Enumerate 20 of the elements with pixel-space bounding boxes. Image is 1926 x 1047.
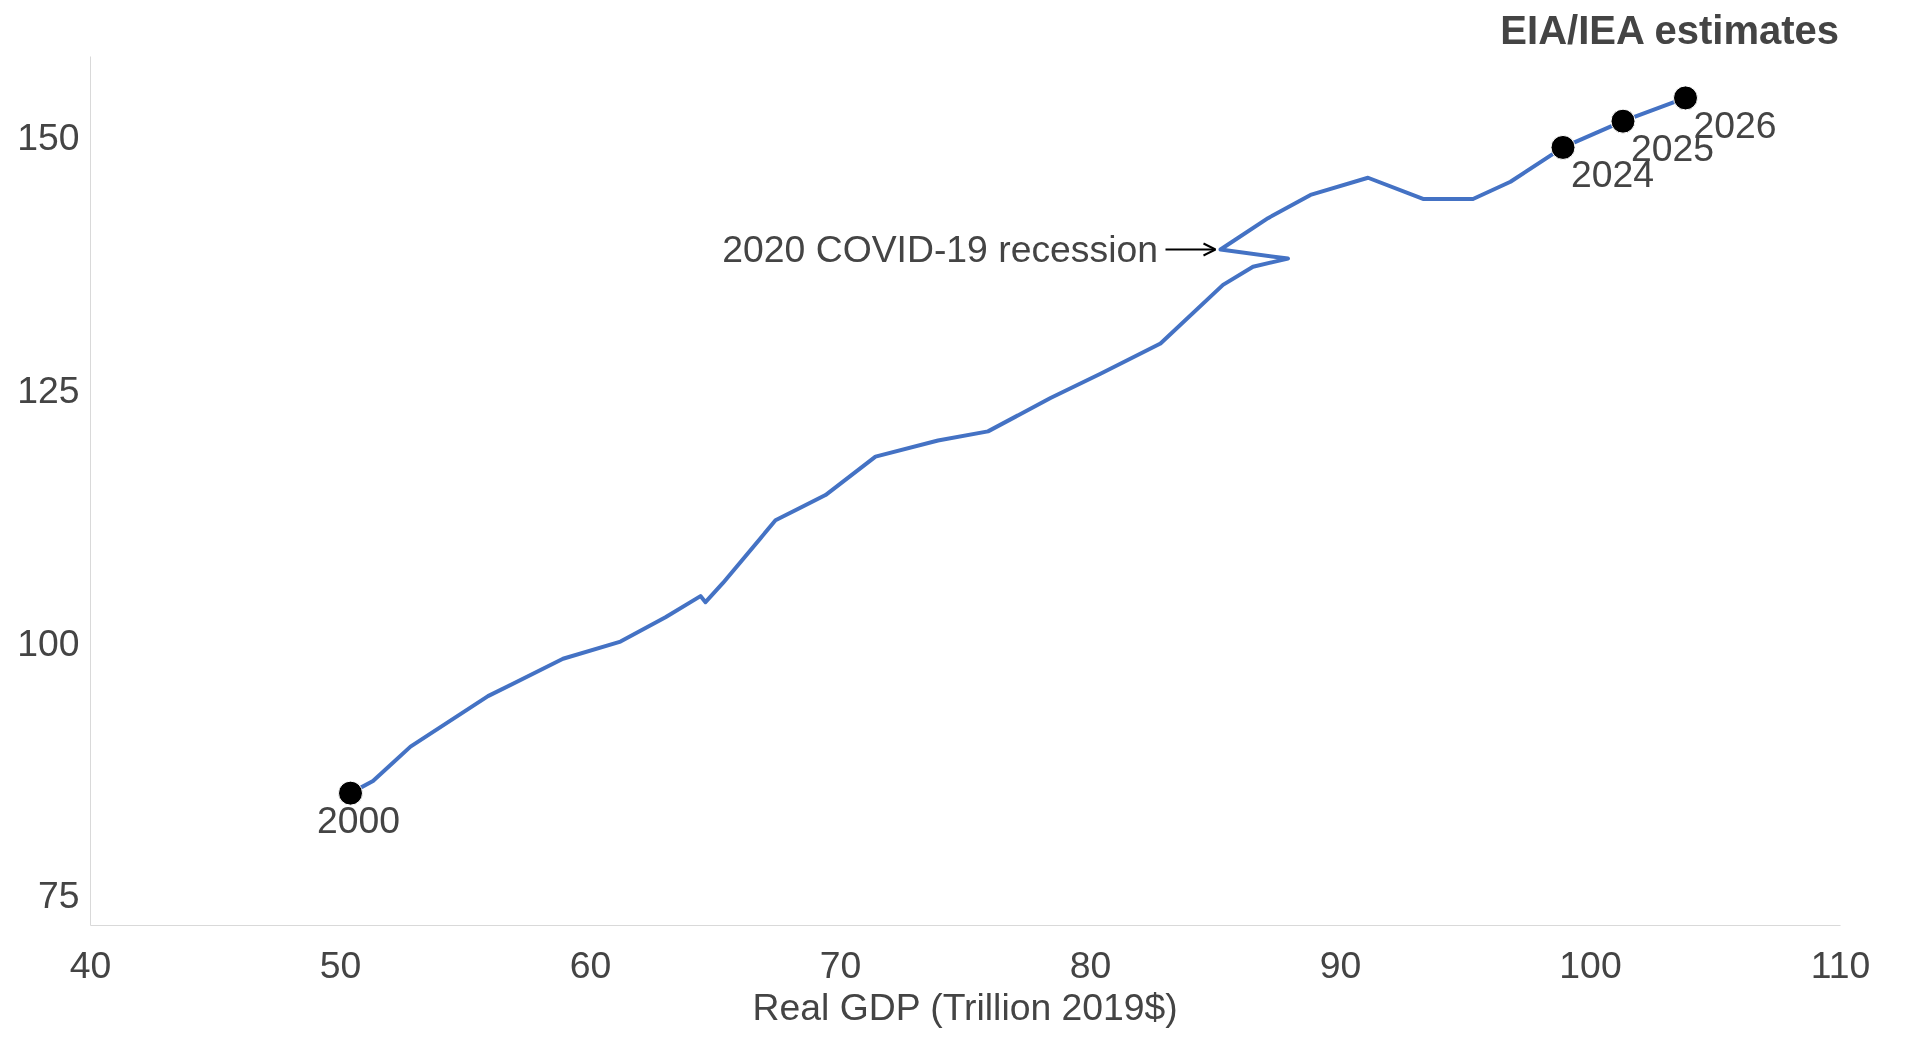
point	[1673, 85, 1698, 111]
x-tick-label: 100	[1559, 943, 1622, 986]
x-tick-label: 90	[1319, 943, 1362, 986]
y-tick-label: 150	[17, 116, 80, 159]
point	[1550, 134, 1576, 160]
chart-title: EIA/IEA estimates	[1500, 7, 1840, 52]
point	[1610, 108, 1636, 134]
x-tick-label: 110	[1810, 943, 1871, 986]
x-tick-label: 50	[319, 943, 362, 986]
x-axis-title: Real GDP (Trillion 2019$)	[752, 985, 1178, 1028]
point	[338, 780, 363, 806]
y-tick-label: 125	[17, 368, 80, 411]
x-tick-label: 60	[569, 943, 612, 986]
y-tick-label: 100	[17, 621, 80, 664]
y-tick-label: 75	[37, 874, 80, 917]
annotation: 2000	[316, 799, 401, 842]
x-tick-label: 70	[819, 943, 862, 986]
x-tick-label: 80	[1069, 943, 1112, 986]
x-tick-label: 40	[69, 943, 112, 986]
annotation: 2020 COVID-19 recession	[722, 228, 1159, 271]
